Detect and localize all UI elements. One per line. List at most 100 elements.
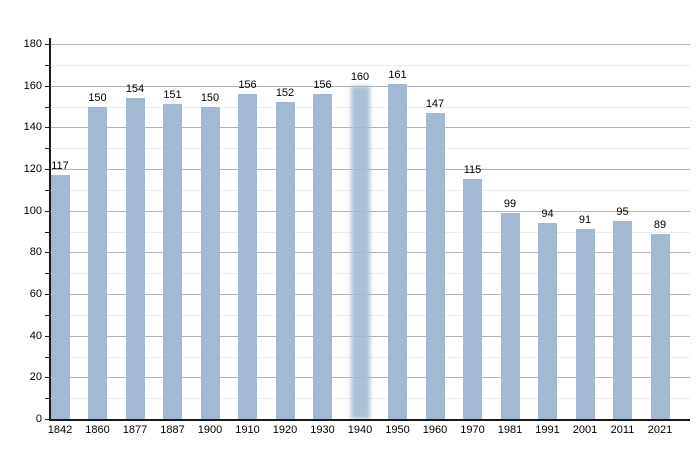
gridline-major (50, 169, 690, 170)
y-axis-tick-label: 180 (23, 38, 42, 50)
bar-value-label: 99 (503, 197, 517, 210)
gridline-major (50, 377, 690, 379)
bar-value-label: 160 (350, 70, 370, 83)
bar (350, 85, 370, 419)
x-axis-tick-label: 1842 (47, 424, 73, 436)
bar (500, 212, 520, 419)
x-axis-tick-label: 1960 (422, 424, 448, 436)
y-axis-tick (45, 419, 50, 420)
bar-value-label: 150 (88, 91, 107, 104)
y-axis-tick-label: 0 (35, 413, 42, 425)
gridline-minor (50, 189, 690, 191)
x-axis-tick-label: 1860 (85, 424, 110, 436)
y-axis-tick (45, 148, 50, 150)
bar-value-label: 94 (541, 208, 554, 221)
y-axis-tick (45, 398, 50, 400)
gridline-minor (50, 148, 690, 150)
bar (613, 221, 632, 419)
gridline-major (50, 85, 690, 87)
y-axis-tick-label: 140 (23, 121, 42, 134)
bar-value-label: 150 (200, 91, 220, 104)
x-axis-tick-label: 1970 (460, 424, 485, 436)
bar-value-label: 95 (616, 206, 629, 219)
bar (125, 98, 145, 419)
x-axis-tick-label: 2021 (647, 424, 673, 436)
bar (425, 112, 445, 419)
y-axis-tick (45, 273, 50, 275)
x-axis-tick-label: 1910 (235, 424, 260, 436)
bar (163, 104, 182, 419)
bar (388, 83, 407, 419)
x-axis-tick-label: 1900 (197, 424, 223, 436)
x-axis-tick-label: 1920 (272, 424, 298, 436)
x-axis-tick-label: 1991 (535, 424, 560, 436)
y-axis-tick (45, 189, 50, 191)
y-axis-tick (45, 231, 50, 233)
gridline-minor (50, 64, 690, 66)
bar (538, 223, 557, 419)
gridline-minor (50, 273, 690, 275)
y-axis-tick (45, 169, 50, 170)
bar-value-label: 147 (425, 97, 445, 110)
gridline-major (50, 44, 690, 45)
bar (275, 102, 295, 419)
y-axis-tick (45, 314, 50, 316)
y-axis-tick (45, 127, 50, 129)
gridline-minor (50, 231, 690, 233)
bar (313, 94, 332, 419)
y-axis-tick (45, 294, 50, 295)
bar-value-label: 91 (578, 214, 592, 227)
gridline-major (50, 294, 690, 295)
gridline-major (50, 210, 690, 212)
x-axis-tick-label: 1981 (497, 424, 523, 436)
y-axis-tick-label: 160 (23, 79, 42, 92)
bar-value-label: 152 (275, 87, 295, 100)
bar-value-label: 154 (125, 83, 145, 96)
y-axis-tick (45, 44, 50, 45)
gridline-major (50, 127, 690, 129)
gridline-minor (50, 106, 690, 108)
y-axis-tick (45, 356, 50, 358)
bar-value-label: 115 (463, 164, 482, 177)
bar (88, 106, 107, 419)
bar-value-label: 89 (653, 218, 667, 231)
x-axis-tick-label: 1950 (385, 424, 410, 436)
bar-value-label: 156 (313, 79, 332, 91)
y-axis-tick-label: 20 (29, 371, 42, 384)
y-axis-line (49, 38, 51, 421)
bar-value-label: 161 (388, 68, 407, 81)
y-axis-tick (45, 85, 50, 87)
gridline-minor (50, 314, 690, 316)
y-axis-tick (45, 335, 50, 337)
y-axis-tick-label: 40 (29, 329, 42, 342)
x-axis-tick-label: 1940 (347, 424, 373, 436)
y-axis-tick (45, 210, 50, 212)
bar (575, 229, 595, 419)
y-axis-tick (45, 252, 50, 254)
gridline-major (50, 335, 690, 337)
y-axis-tick-label: 60 (29, 288, 42, 300)
bar (463, 179, 482, 419)
y-axis-tick-label: 120 (23, 163, 42, 175)
x-axis-tick-label: 1930 (310, 424, 335, 436)
x-axis-tick-label: 2011 (610, 424, 635, 436)
x-axis-tick-label: 1887 (160, 424, 185, 436)
bar-value-label: 117 (51, 160, 69, 173)
bar (50, 175, 70, 419)
x-axis-line (49, 419, 690, 421)
x-axis-tick-label: 2001 (572, 424, 598, 436)
gridline-major (50, 252, 690, 254)
bar-value-label: 156 (238, 79, 257, 91)
y-axis-tick (45, 377, 50, 379)
y-axis-tick-label: 80 (29, 246, 42, 259)
y-axis-tick-label: 100 (23, 204, 42, 217)
bar (650, 233, 670, 419)
gridline-minor (50, 356, 690, 358)
y-axis-tick (45, 106, 50, 108)
x-axis-tick-label: 1877 (122, 424, 148, 436)
bar (238, 94, 257, 419)
bar-value-label: 151 (163, 89, 182, 102)
gridline-minor (50, 398, 690, 400)
bar (200, 106, 220, 419)
